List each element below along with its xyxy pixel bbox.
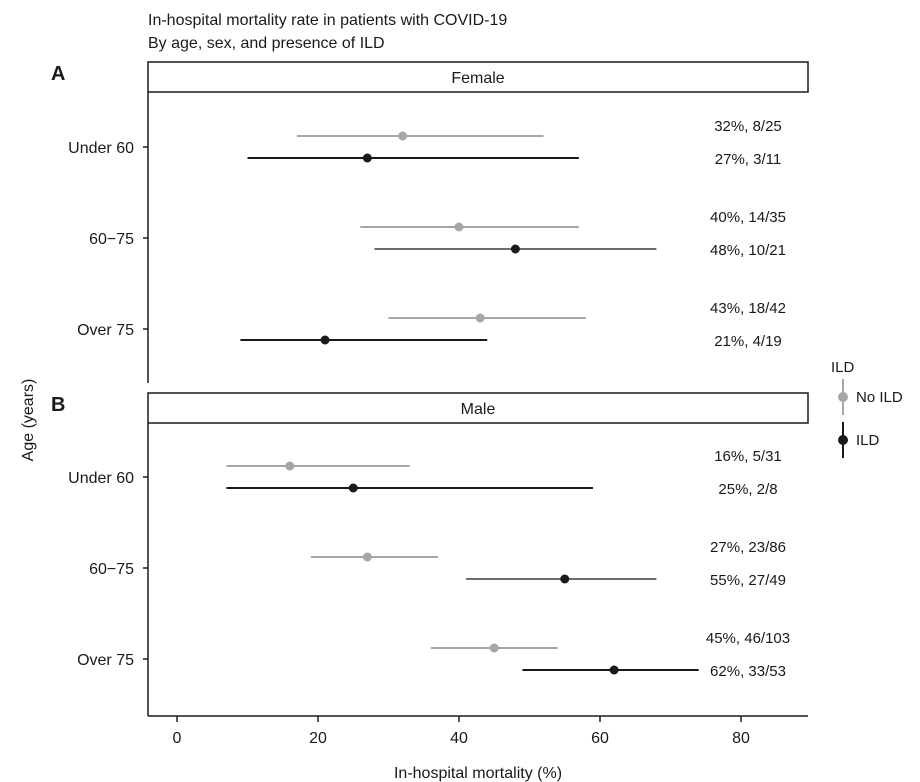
estimate-point (454, 222, 464, 232)
estimate-point (285, 461, 295, 471)
estimate-point (560, 574, 570, 584)
y-tick-label: Under 60 (68, 470, 134, 487)
estimate-point (489, 643, 499, 653)
data-label: 32%, 8/25 (714, 118, 782, 135)
estimate-point (475, 313, 485, 323)
legend-entry-label: No ILD (856, 389, 903, 406)
data-label: 40%, 14/35 (710, 209, 786, 226)
estimate-point (362, 552, 372, 562)
data-label: 25%, 2/8 (718, 481, 777, 498)
panel-female: A Female Under 60 60−75 Over 75 32%, 8/25 27%,… (51, 61, 809, 383)
estimate-point (348, 483, 358, 493)
panel-letter: B (51, 394, 65, 416)
estimate-point (510, 244, 520, 254)
data-label: 43%, 18/42 (710, 300, 786, 317)
data-label: 27%, 3/11 (715, 151, 781, 168)
data-label: 55%, 27/49 (710, 572, 786, 589)
panel-strip-label: Female (451, 70, 504, 87)
estimate-point (362, 153, 372, 163)
data-label: 21%, 4/19 (714, 333, 782, 350)
y-tick-label: 60−75 (89, 231, 134, 248)
chart-title: In-hospital mortality rate in patients w… (148, 12, 507, 29)
panel-strip-label: Male (461, 401, 496, 418)
data-label: 62%, 33/53 (710, 663, 786, 680)
x-tick-label: 40 (450, 730, 468, 747)
panel-male: B Male Under 60 60−75 Over 75 16%, 5/31 25%, 2… (51, 392, 809, 716)
data-label: 45%, 46/103 (706, 630, 790, 647)
x-tick-label: 0 (173, 730, 182, 747)
x-tick-label: 20 (309, 730, 327, 747)
y-tick-label: 60−75 (89, 561, 134, 578)
estimate-point (398, 131, 408, 141)
legend-title: ILD (831, 359, 855, 376)
x-axis-label: In-hospital mortality (%) (394, 765, 562, 782)
legend-key-point (838, 392, 848, 402)
panel-strip (147, 392, 809, 424)
chart-subtitle: By age, sex, and presence of ILD (148, 35, 385, 52)
panel-strip (147, 61, 809, 93)
data-label: 27%, 23/86 (710, 539, 786, 556)
data-label: 16%, 5/31 (714, 448, 782, 465)
y-tick-label: Over 75 (77, 652, 134, 669)
y-axis-label: Age (years) (20, 379, 37, 462)
x-tick-label: 60 (591, 730, 609, 747)
legend-entry-label: ILD (856, 432, 880, 449)
legend-key-point (838, 435, 848, 445)
panel-letter: A (51, 63, 65, 85)
x-axis: 0 20 40 60 80 (148, 715, 808, 747)
estimate-point (320, 335, 330, 345)
y-tick-label: Over 75 (77, 322, 134, 339)
estimate-point (609, 665, 619, 675)
data-label: 48%, 10/21 (710, 242, 786, 259)
y-tick-label: Under 60 (68, 140, 134, 157)
x-tick-label: 80 (732, 730, 750, 747)
